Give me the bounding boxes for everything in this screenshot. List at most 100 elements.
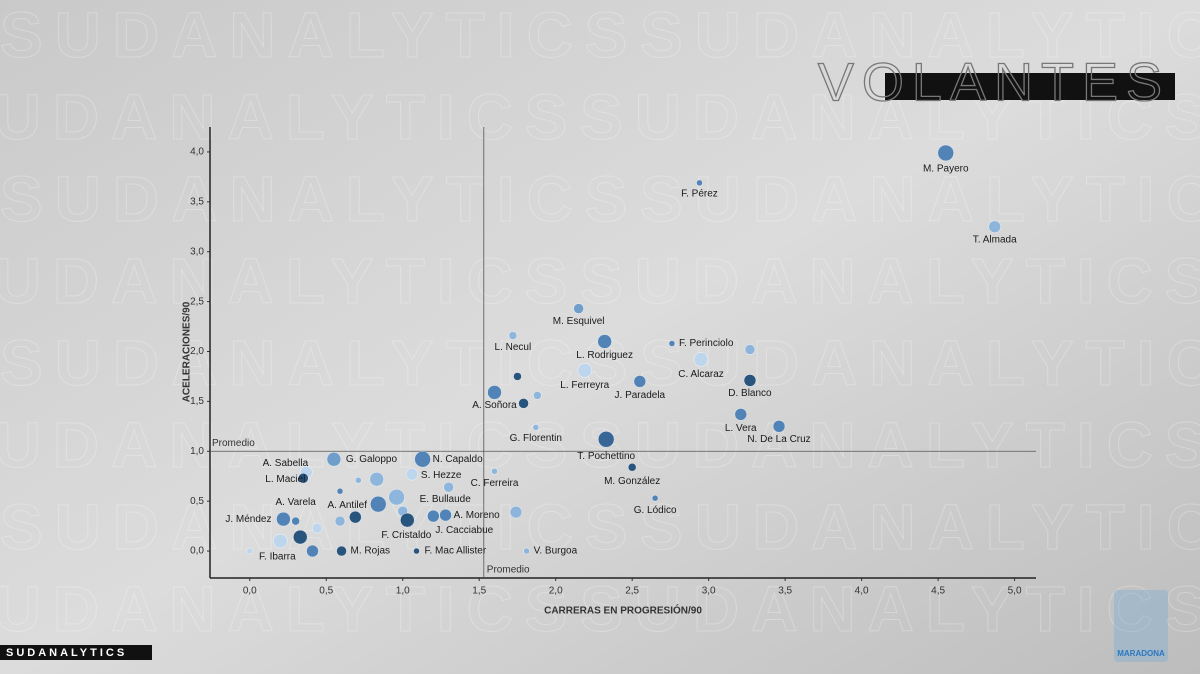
point	[509, 505, 523, 519]
point	[988, 220, 1001, 233]
average-label: Promedio	[487, 565, 530, 576]
point-label: L. Ferreyra	[560, 380, 609, 391]
logo-text: MARADONA	[1117, 649, 1165, 658]
point-label: N. De La Cruz	[747, 434, 810, 445]
point	[336, 545, 347, 557]
point-label: S. Hezze	[421, 470, 462, 481]
y-tick-label: 1,5	[190, 396, 204, 407]
watermark: SUDANALYTICS	[640, 327, 1200, 399]
point-label: D. Blanco	[728, 388, 772, 399]
point-label: L. Necul	[495, 342, 532, 353]
point	[693, 352, 709, 367]
point-label: L. Rodriguez	[576, 350, 633, 361]
point	[414, 451, 431, 468]
watermark: SUDANALYTICS	[0, 409, 579, 481]
point	[937, 144, 954, 162]
point	[276, 511, 291, 527]
x-tick-label: 0,0	[243, 586, 257, 597]
x-tick-label: 2,5	[625, 586, 639, 597]
point-label: M. González	[604, 476, 660, 487]
point	[668, 340, 676, 347]
point-label: V. Burgoa	[534, 546, 578, 557]
y-tick-label: 4,0	[190, 147, 204, 158]
point	[246, 547, 253, 555]
x-tick-label: 4,5	[931, 586, 945, 597]
point	[518, 398, 529, 409]
point	[370, 495, 387, 513]
point	[532, 424, 540, 431]
point-label: C. Alcaraz	[678, 369, 724, 380]
brand-bar	[0, 645, 152, 660]
point	[273, 533, 288, 549]
point	[633, 375, 647, 388]
point	[306, 544, 319, 558]
x-tick-label: 0,5	[319, 586, 333, 597]
point-label: A. Soñora	[472, 400, 517, 411]
y-tick-label: 3,0	[190, 246, 204, 257]
watermark: SUDANALYTICS	[0, 81, 579, 153]
point-label: F. Cristaldo	[381, 530, 431, 541]
watermark: SUDANALYTICS	[0, 573, 579, 645]
point	[443, 482, 454, 493]
watermark: SUDANALYTICS	[580, 573, 1200, 645]
point	[523, 547, 530, 555]
point	[293, 529, 308, 545]
point	[597, 431, 615, 448]
point-label: J. Méndez	[225, 514, 271, 525]
y-axis-title: ACELERACIONES/90	[182, 301, 193, 402]
watermark: SUDANALYTICS	[640, 491, 1200, 563]
y-tick-label: 2,0	[190, 346, 204, 357]
point	[400, 512, 415, 528]
point	[369, 472, 384, 487]
title-bar	[885, 73, 1175, 100]
y-tick-label: 1,0	[190, 446, 204, 457]
point-label: A. Varela	[275, 497, 316, 508]
y-tick-label: 2,5	[190, 296, 204, 307]
watermark: SUDANALYTICS	[0, 327, 639, 399]
point-label: J. Paradela	[615, 390, 666, 401]
y-tick-label: 3,5	[190, 196, 204, 207]
x-tick-label: 1,5	[472, 586, 486, 597]
x-tick-label: 2,0	[549, 586, 563, 597]
point	[696, 179, 703, 187]
point	[513, 372, 522, 381]
x-tick-label: 3,0	[702, 586, 716, 597]
point-label: A. Antilef	[328, 500, 368, 511]
point	[349, 510, 362, 524]
point	[439, 508, 452, 522]
point	[326, 452, 342, 467]
point	[772, 420, 786, 433]
point	[597, 334, 612, 349]
point-label: L. Vera	[725, 423, 757, 434]
point-label: F. Ibarra	[259, 552, 296, 563]
y-tick-label: 0,5	[190, 496, 204, 507]
point	[427, 509, 440, 523]
average-label: Promedio	[212, 438, 255, 449]
point-label: A. Moreno	[454, 510, 501, 521]
point	[388, 488, 405, 506]
watermark: SUDANALYTICS	[640, 163, 1200, 235]
point-label: M. Rojas	[351, 546, 390, 557]
point-label: G. Lódico	[634, 505, 677, 516]
point	[355, 477, 362, 484]
point	[533, 391, 542, 400]
point	[491, 468, 498, 475]
point	[573, 303, 584, 314]
point	[627, 463, 637, 472]
point-label: T. Almada	[973, 234, 1017, 245]
point	[508, 331, 518, 340]
point-label: E. Bullaude	[420, 494, 472, 505]
watermark: SUDANALYTICS	[0, 245, 579, 317]
point	[577, 363, 592, 378]
y-tick-label: 0,0	[190, 546, 204, 557]
point	[298, 473, 309, 484]
watermark: SUDANALYTICS	[0, 163, 639, 235]
point-label: M. Payero	[923, 164, 969, 175]
point-label: G. Florentin	[510, 433, 562, 444]
x-tick-label: 5,0	[1008, 586, 1022, 597]
x-tick-label: 1,0	[396, 586, 410, 597]
point	[336, 487, 344, 495]
point	[651, 494, 659, 502]
point-label: M. Esquivel	[553, 316, 605, 327]
